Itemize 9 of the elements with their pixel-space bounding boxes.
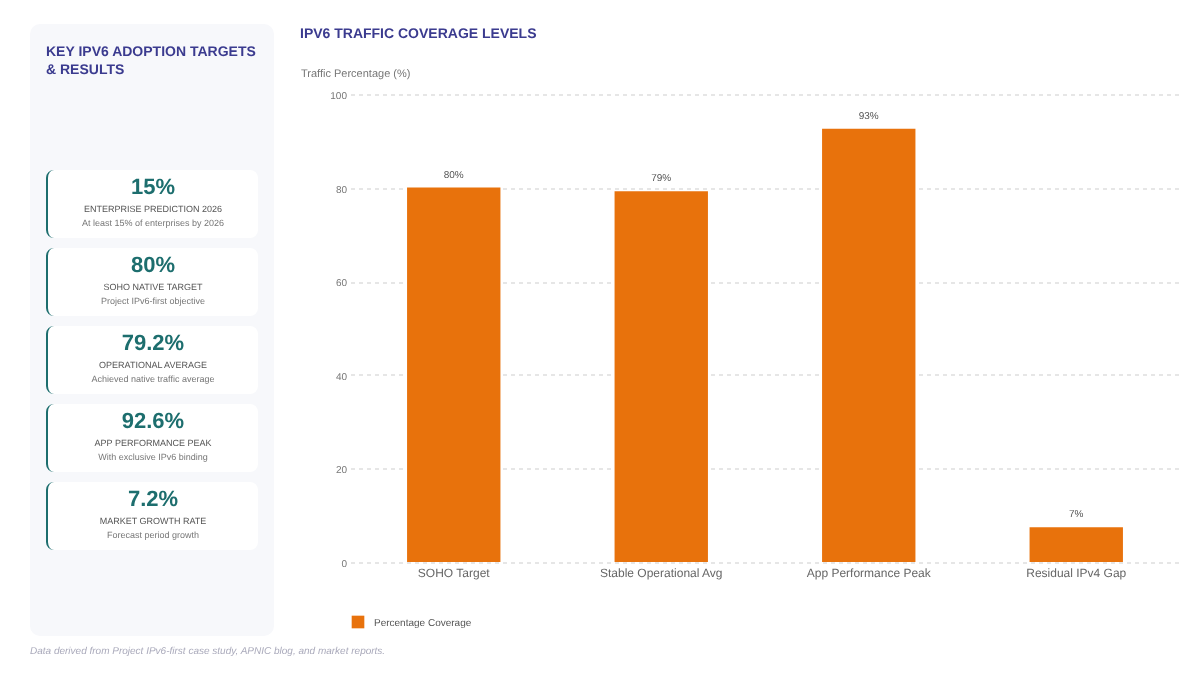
text: 92.6% [119,410,187,436]
text: 79.2% [119,332,187,358]
text: 7.2% [125,488,181,514]
bar [614,191,708,562]
bar [822,128,916,562]
bar [407,187,501,562]
bar [1029,527,1123,562]
text: 15% [128,176,178,202]
text: 80% [128,254,178,280]
